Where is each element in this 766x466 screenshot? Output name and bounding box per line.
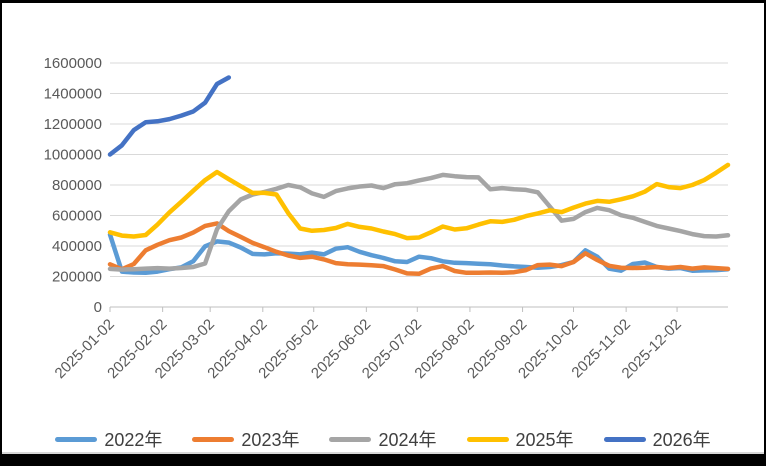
y-axis-tick-label: 800000 <box>52 177 102 194</box>
series-line-2023 <box>107 221 731 277</box>
series-line-2024 <box>107 172 731 272</box>
legend-swatch <box>55 436 98 442</box>
legend-swatch <box>329 436 372 442</box>
y-axis-tick-label: 1000000 <box>44 147 102 164</box>
legend-item-2022[interactable]: 2022年 <box>55 426 162 452</box>
legend-swatch <box>603 436 646 442</box>
y-axis-tick-label: 400000 <box>52 238 102 255</box>
legend-item-2023[interactable]: 2023年 <box>192 426 299 452</box>
legend-swatch <box>466 436 509 442</box>
legend-label: 2025年 <box>515 430 574 450</box>
legend-label: 2026年 <box>652 430 711 450</box>
y-axis-tick-label: 200000 <box>52 269 102 286</box>
legend-label: 2022年 <box>104 430 163 450</box>
y-axis-tick-label: 600000 <box>52 208 102 225</box>
legend: 2022年 2023年 2024年 2025年 2026年 <box>0 426 766 452</box>
y-axis-tick-label: 0 <box>94 299 102 316</box>
legend-item-2025[interactable]: 2025年 <box>466 426 574 452</box>
y-axis-tick-label: 1400000 <box>44 86 102 103</box>
legend-item-2026[interactable]: 2026年 <box>603 426 711 452</box>
legend-item-2024[interactable]: 2024年 <box>329 426 437 452</box>
series-line-2026 <box>107 75 232 157</box>
legend-label: 2023年 <box>241 430 300 450</box>
legend-swatch <box>192 436 235 442</box>
chart-card[interactable] <box>2 3 764 452</box>
series-line-2025 <box>107 162 731 241</box>
y-axis-tick-label: 1600000 <box>44 55 102 72</box>
legend-label: 2024年 <box>378 430 437 450</box>
y-axis-tick-label: 1200000 <box>44 116 102 133</box>
bottom-divider <box>2 452 764 454</box>
